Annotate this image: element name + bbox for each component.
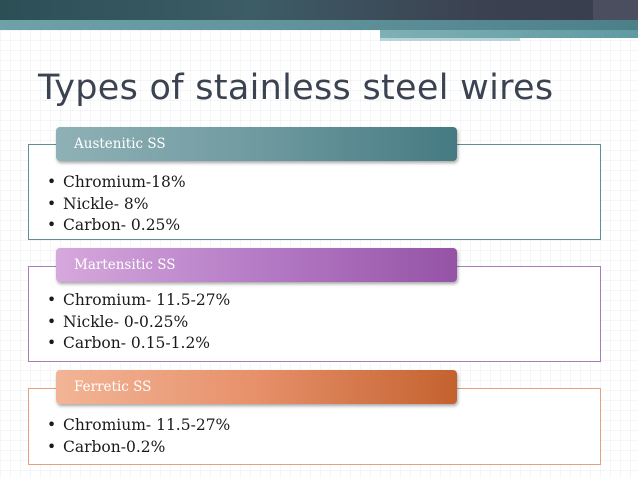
list-item-text: Carbon- 0.25% (63, 216, 181, 234)
list-item: • Chromium- 11.5-27% (47, 290, 230, 312)
list-item: • Carbon- 0.15-1.2% (47, 333, 230, 355)
bullet-icon: • (47, 216, 57, 234)
bullet-icon: • (47, 437, 57, 456)
bullet-icon: • (47, 194, 57, 213)
list-item-text: Nickle- 0-0.25% (63, 312, 189, 331)
section-header-austenitic: Austenitic SS (56, 127, 457, 161)
bullet-icon: • (47, 416, 57, 434)
list-item: • Chromium-18% (47, 172, 186, 194)
bullet-icon: • (47, 173, 57, 191)
bullet-icon: • (47, 291, 57, 309)
section-header-martensitic: Martensitic SS (56, 248, 457, 282)
list-item-text: Carbon- 0.15-1.2% (63, 334, 211, 352)
top-banner-notch (593, 0, 638, 20)
top-banner-strip (380, 38, 520, 41)
list-item: • Carbon- 0.25% (47, 215, 186, 237)
list-item-text: Carbon-0.2% (63, 437, 166, 456)
list-item: • Nickle- 0-0.25% (47, 312, 230, 334)
bullet-icon: • (47, 334, 57, 352)
slide-title: Types of stainless steel wires (38, 68, 554, 108)
top-banner-strip (380, 30, 638, 38)
bullet-list: • Chromium-18% • Nickle- 8% • Carbon- 0.25% (47, 172, 186, 237)
list-item-text: Nickle- 8% (63, 194, 149, 213)
top-banner-strip (0, 20, 638, 30)
list-item: • Nickle- 8% (47, 194, 186, 216)
list-item: • Carbon-0.2% (47, 437, 230, 459)
bullet-list: • Chromium- 11.5-27% • Nickle- 0-0.25% • Ca… (47, 290, 230, 355)
section-header-ferretic: Ferretic SS (56, 370, 457, 404)
bullet-icon: • (47, 312, 57, 331)
list-item: • Chromium- 11.5-27% (47, 415, 230, 437)
bullet-list: • Chromium- 11.5-27% • Carbon-0.2% (47, 415, 230, 458)
list-item-text: Chromium-18% (63, 173, 186, 191)
top-banner (0, 0, 638, 20)
list-item-text: Chromium- 11.5-27% (63, 416, 231, 434)
list-item-text: Chromium- 11.5-27% (63, 291, 231, 309)
